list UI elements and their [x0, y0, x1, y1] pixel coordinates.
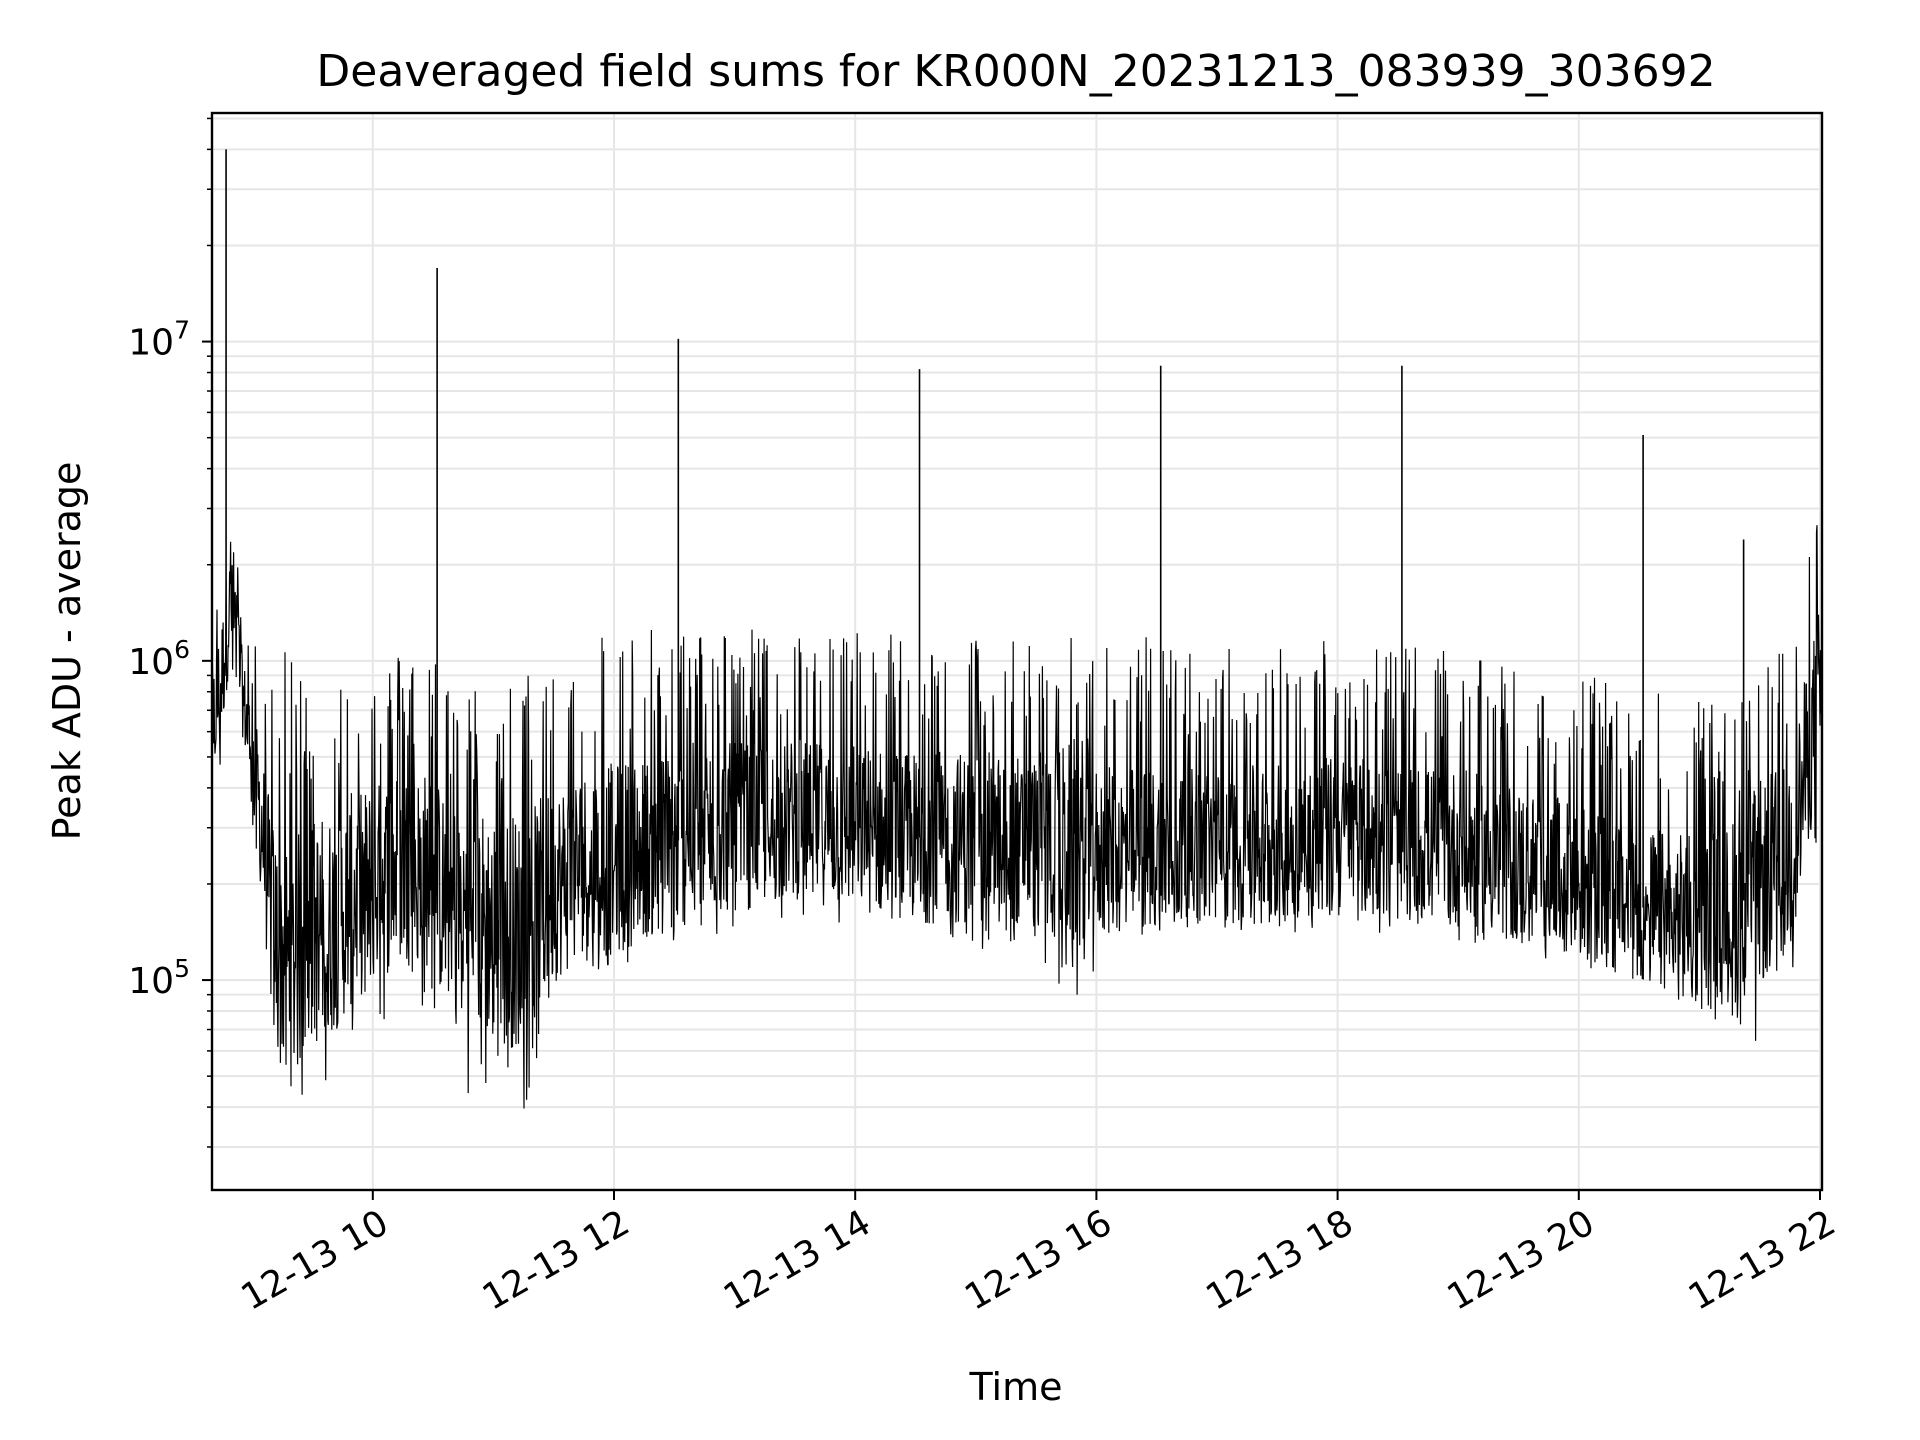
y-tick-label-base: 10 [128, 642, 174, 683]
data-series [211, 149, 1823, 1109]
y-tick-label-exponent: 7 [174, 316, 190, 345]
y-axis-label: Peak ADU - average [45, 462, 89, 841]
series-line [211, 525, 1823, 1109]
y-tick-label-exponent: 5 [174, 954, 190, 983]
y-tick-label: 107 [128, 316, 190, 364]
chart-title: Deaveraged field sums for KR000N_2023121… [316, 46, 1715, 97]
plot-area-frame [210, 111, 1824, 1192]
y-tick-label: 105 [128, 954, 190, 1002]
x-axis-label: Time [969, 1365, 1063, 1409]
y-tick-label-base: 10 [128, 323, 174, 364]
x-tick-label: 12-13 14 [717, 1202, 878, 1318]
x-tick-label: 12-13 12 [476, 1202, 637, 1318]
y-tick-label-base: 10 [128, 961, 174, 1002]
y-tick-label-exponent: 6 [174, 635, 190, 664]
x-tick-label: 12-13 22 [1682, 1202, 1843, 1318]
x-tick-label: 12-13 20 [1441, 1202, 1602, 1318]
y-tick-label: 106 [128, 635, 190, 683]
grid [212, 113, 1822, 1190]
x-tick-label: 12-13 10 [235, 1202, 396, 1318]
x-tick-label: 12-13 16 [958, 1202, 1119, 1318]
x-tick-label: 12-13 18 [1199, 1202, 1360, 1318]
